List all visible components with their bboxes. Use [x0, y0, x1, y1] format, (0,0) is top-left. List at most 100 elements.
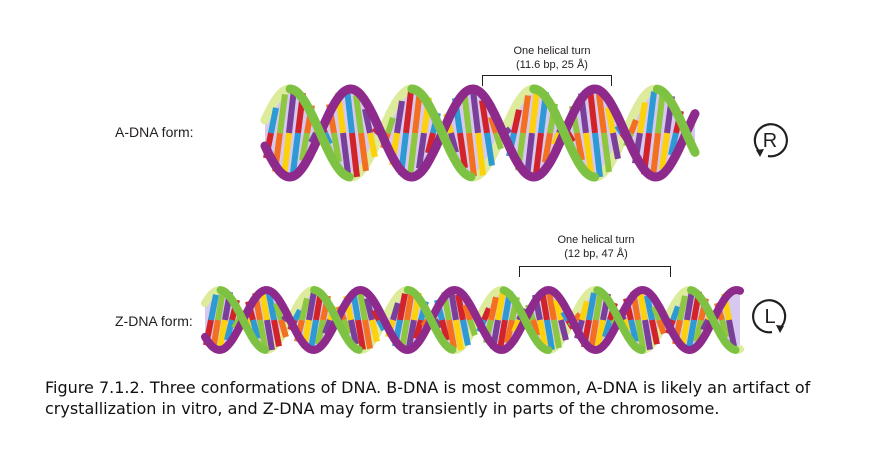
- z-dna-base-pair: [362, 319, 373, 350]
- z-dna-base-pair: [448, 289, 459, 321]
- a-dna-base-pair: [587, 88, 598, 134]
- a-dna-base-pair: [367, 132, 378, 158]
- a-dna-green-strand: [652, 84, 700, 157]
- z-dna-base-pair: [467, 319, 478, 337]
- z-dna-green-strand: [310, 286, 363, 354]
- z-dna-base-pair: [644, 295, 655, 321]
- z-dna-base-pair: [530, 319, 541, 337]
- a-dna-base-pair: [601, 132, 612, 173]
- a-dna-base-pair: [493, 132, 504, 150]
- a-dna-label: A-DNA form:: [115, 124, 194, 140]
- a-dna-purple-strand: [260, 84, 700, 182]
- z-dna-turn-detail: (12 bp, 47 Å): [564, 248, 628, 260]
- a-dna-green-strand: [529, 84, 600, 182]
- z-dna-base-pair: [390, 302, 401, 321]
- z-dna-base-pair: [558, 319, 569, 341]
- z-dna-green-strand: [593, 286, 646, 354]
- z-dna-base-pair: [595, 319, 606, 347]
- z-dna-base-pair: [544, 319, 555, 351]
- z-dna-base-pair: [264, 319, 275, 351]
- z-dna-green-strand: [499, 286, 553, 354]
- a-dna-base-pair: [268, 107, 279, 134]
- z-dna-base-pair: [250, 319, 261, 340]
- z-dna-base-pair: [341, 318, 352, 335]
- a-dna-base-pair: [596, 93, 607, 134]
- z-dna-green-strand: [403, 286, 457, 354]
- z-dna-base-pair: [635, 319, 646, 350]
- z-dna-base-pair: [215, 289, 226, 321]
- z-dna-base-pair: [579, 300, 590, 321]
- a-dna-base-pair: [520, 95, 531, 134]
- z-dna-purple-strand: [201, 285, 744, 355]
- z-dna-handedness: L: [764, 306, 775, 328]
- a-dna-turn-bracket: [482, 75, 612, 86]
- z-dna-base-pair: [546, 291, 557, 321]
- z-dna-base-pair: [453, 319, 464, 351]
- a-dna-base-pair: [281, 132, 292, 178]
- z-dna-base-pair: [271, 319, 282, 347]
- z-dna-base-pair: [224, 319, 235, 341]
- a-dna-base-pair: [646, 91, 657, 134]
- a-dna-base-pair: [466, 132, 477, 177]
- z-dna-turn-bracket: [519, 266, 671, 277]
- a-dna-base-pair: [488, 116, 499, 134]
- a-dna-base-pair: [605, 106, 616, 134]
- a-dna-base-pair: [592, 132, 603, 178]
- a-dna-base-pair: [542, 132, 553, 163]
- z-dna-base-pair: [315, 319, 326, 345]
- a-dna-base-pair: [362, 108, 373, 134]
- a-dna-base-pair: [403, 90, 414, 134]
- z-dna-base-pair: [439, 319, 450, 341]
- z-dna-base-pair: [726, 319, 737, 347]
- a-dna-turn-detail: (11.6 bp, 25 Å): [516, 59, 588, 71]
- z-dna-base-pair: [649, 319, 660, 345]
- z-dna-base-pair: [455, 294, 466, 321]
- a-dna-base-pair: [650, 132, 661, 178]
- z-dna-base-pair: [693, 319, 704, 343]
- z-dna-base-pair: [306, 290, 317, 321]
- z-dna-base-pair: [460, 319, 471, 346]
- z-dna-base-pair: [397, 293, 408, 321]
- z-dna-base-pair: [684, 289, 695, 321]
- a-dna-base-pair: [551, 131, 562, 146]
- z-dna-base-pair: [217, 319, 228, 349]
- z-dna-base-pair: [511, 318, 522, 333]
- z-dna-base-pair: [656, 318, 667, 335]
- a-dna-base-pair: [416, 132, 427, 169]
- a-dna-base-pair: [533, 132, 544, 175]
- z-dna-base-pair: [642, 319, 653, 351]
- z-dna-base-pair: [371, 308, 382, 322]
- a-dna-base-pair: [277, 93, 288, 134]
- a-dna-base-pair: [286, 88, 297, 134]
- a-dna-base-pair: [344, 88, 355, 134]
- z-dna-base-pair: [495, 290, 506, 321]
- a-dna-base-pair: [358, 132, 369, 172]
- z-dna-base-pair: [686, 319, 697, 350]
- a-dna-base-pair: [349, 132, 360, 178]
- a-dna-base-pair: [353, 94, 364, 134]
- z-dna-base-pair: [628, 319, 639, 343]
- a-dna-base-pair: [331, 132, 342, 163]
- a-dna-base-pair: [340, 132, 351, 174]
- a-dna-base-pair: [407, 132, 418, 177]
- a-dna-base-pair: [448, 132, 459, 154]
- z-dna-base-pair: [719, 319, 730, 338]
- z-dna-base-pair: [497, 319, 508, 350]
- a-dna-base-pair: [637, 102, 648, 134]
- z-dna-base-pair: [266, 293, 277, 321]
- z-dna-base-pair: [677, 295, 688, 321]
- a-dna-base-pair: [583, 132, 594, 174]
- a-dna-base-pair: [628, 118, 639, 135]
- a-dna-base-pair: [475, 132, 486, 176]
- z-dna-base-pair: [406, 319, 417, 348]
- z-dna-base-pair: [278, 319, 289, 338]
- a-dna-turn-title: One helical turn: [513, 45, 591, 57]
- z-dna-base-pair: [355, 319, 366, 351]
- z-dna-base-pair: [299, 297, 310, 321]
- a-dna-rotation-badge: R: [746, 116, 794, 164]
- a-dna-base-pair: [484, 132, 495, 167]
- z-dna-base-pair: [488, 296, 499, 321]
- a-dna-base-pair: [394, 100, 405, 134]
- z-dna-green-strand: [687, 286, 740, 354]
